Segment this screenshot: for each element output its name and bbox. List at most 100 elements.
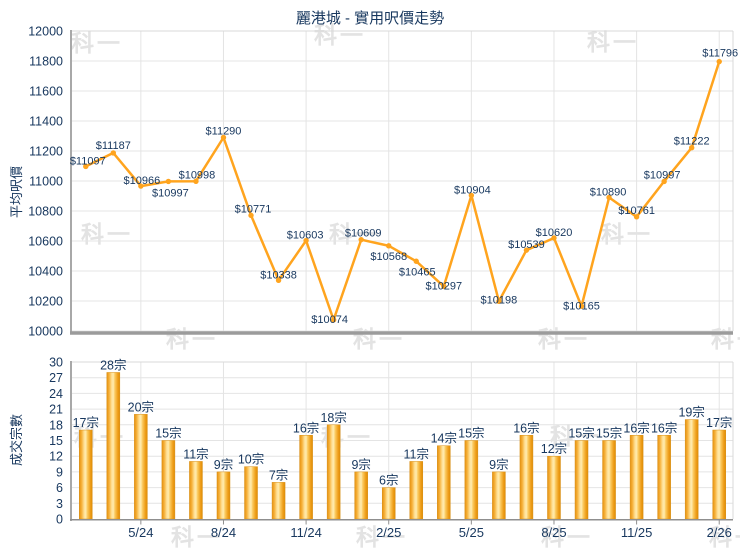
volume-bar — [712, 429, 726, 520]
x-tick-label: 2/25 — [376, 525, 401, 540]
volume-bar — [657, 435, 671, 520]
volume-bar-label: 18宗 — [320, 410, 346, 425]
watermark-text: 科一 — [353, 326, 405, 352]
price-point-marker — [248, 212, 254, 219]
volume-bar-label: 17宗 — [73, 415, 99, 430]
watermark-text: 科一 — [587, 29, 639, 55]
y-tick-label: 10200 — [28, 295, 63, 309]
price-point-marker — [193, 178, 199, 184]
volume-bar — [629, 435, 644, 520]
volume-bar — [437, 445, 451, 520]
watermark-text: 科一 — [356, 524, 408, 550]
volume-bar-label: 9宗 — [351, 457, 370, 472]
y-tick-label: 27 — [49, 371, 63, 385]
price-point-label: $10539 — [508, 239, 545, 251]
volume-bar-label: 28宗 — [100, 357, 126, 372]
y-tick-label: 9 — [56, 465, 63, 479]
price-point-label: $10609 — [345, 228, 382, 240]
watermark-text: 科一 — [541, 524, 593, 550]
volume-bar — [299, 435, 313, 520]
volume-bar-label: 9宗 — [214, 457, 233, 472]
volume-bar — [79, 429, 93, 520]
price-point-label: $10165 — [563, 300, 600, 312]
price-point-label: $11187 — [96, 140, 131, 152]
y-tick-label: 10000 — [28, 325, 63, 339]
price-point-label: $10465 — [399, 266, 436, 278]
volume-bar — [684, 419, 699, 520]
x-tick-label: 2/26 — [707, 525, 732, 540]
price-point-marker — [330, 317, 337, 323]
volume-bar-label: 12宗 — [541, 441, 567, 456]
price-point-label: $10603 — [287, 230, 324, 242]
watermark-text: 科一 — [538, 326, 590, 352]
price-point-label: $10297 — [425, 280, 462, 292]
y-tick-label: 12000 — [28, 25, 63, 39]
price-point-marker — [606, 194, 612, 201]
price-point-label: $10997 — [644, 169, 681, 181]
volume-bar-label: 11宗 — [404, 446, 429, 461]
price-point-label: $10997 — [152, 187, 189, 199]
volume-bar-label: 9宗 — [489, 457, 508, 472]
volume-bar — [161, 440, 176, 520]
volume-bar-label: 16宗 — [513, 420, 539, 435]
price-point-marker — [578, 303, 585, 309]
y-tick-label: 24 — [49, 387, 63, 401]
price-point-label: $10890 — [590, 187, 627, 199]
price-point-label: $10074 — [311, 314, 348, 326]
price-point-marker — [633, 214, 640, 220]
volume-bar-label: 10宗 — [238, 452, 264, 467]
price-point-label: $10198 — [481, 294, 518, 306]
price-point-marker — [661, 178, 667, 185]
volume-bar — [244, 466, 258, 520]
price-point-label: $11796 — [702, 48, 738, 60]
watermark-text: 科一 — [550, 423, 602, 449]
price-point-marker — [413, 258, 419, 264]
price-point-marker — [386, 243, 392, 249]
y-tick-label: 11600 — [29, 85, 63, 99]
price-point-marker — [220, 134, 227, 141]
count-axis-title: 成交宗數 — [9, 414, 24, 467]
x-tick-label: 8/24 — [211, 525, 236, 540]
volume-bar — [381, 487, 396, 520]
y-tick-label: 18 — [49, 418, 63, 432]
volume-bar-label: 6宗 — [379, 473, 398, 488]
volume-bar — [492, 471, 506, 520]
price-point-label: $11222 — [674, 136, 710, 148]
watermark-text: 科一 — [709, 524, 740, 550]
volume-bar — [216, 471, 231, 520]
volume-bar-label: 20宗 — [128, 399, 154, 414]
volume-bar-label: 15宗 — [568, 426, 594, 441]
volume-bar-label: 7宗 — [269, 467, 288, 482]
x-tick-label: 5/24 — [128, 525, 153, 540]
watermark-text: 科一 — [711, 326, 740, 352]
price-point-marker — [716, 58, 722, 65]
volume-bar — [602, 440, 616, 520]
price-line — [84, 60, 721, 322]
y-tick-label: 15 — [49, 434, 63, 448]
price-point-marker — [441, 283, 447, 290]
volume-bar-label: 17宗 — [706, 415, 732, 430]
y-tick-label: 12 — [49, 450, 63, 464]
volume-bar — [271, 482, 286, 520]
volume-bar — [464, 440, 479, 520]
price-point-marker — [468, 192, 475, 199]
price-point-label: $10620 — [536, 227, 573, 239]
volume-bar-label: 16宗 — [651, 420, 677, 435]
y-tick-label: 10800 — [28, 205, 63, 219]
y-tick-label: 10600 — [28, 235, 63, 249]
volume-bar — [106, 372, 121, 520]
y-tick-label: 6 — [56, 481, 63, 495]
y-tick-label: 11000 — [29, 175, 63, 189]
price-point-label: $11290 — [206, 126, 242, 138]
price-axis-title: 平均呎價 — [9, 166, 24, 219]
volume-bar-label: 15宗 — [596, 426, 622, 441]
price-point-label: $10904 — [454, 184, 491, 196]
volume-bar-label: 15宗 — [155, 426, 181, 441]
price-point-marker — [688, 145, 695, 151]
volume-bar-label: 15宗 — [458, 426, 484, 441]
volume-bar — [574, 440, 589, 520]
y-tick-label: 3 — [56, 497, 63, 511]
volume-bar-label: 16宗 — [293, 420, 319, 435]
y-tick-label: 11200 — [29, 145, 63, 159]
